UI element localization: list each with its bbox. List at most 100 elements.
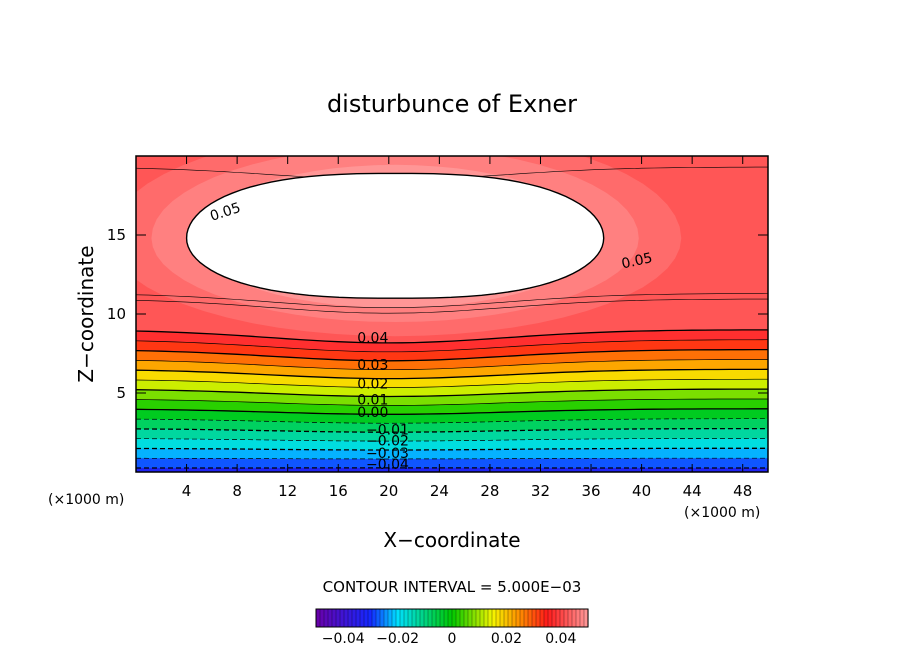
colorbar-cell xyxy=(315,608,321,628)
colorbar-tick-label: −0.04 xyxy=(322,631,365,647)
colorbar-cell xyxy=(519,608,525,628)
contour-label: 0.05 xyxy=(620,250,654,272)
x-tick-label: 4 xyxy=(182,482,192,500)
x-axis-title: X−coordinate xyxy=(383,528,520,552)
colorbar-cell xyxy=(507,608,513,628)
colorbar-cell xyxy=(383,608,389,628)
band-fill xyxy=(136,467,768,472)
contour-label: −0.01 xyxy=(366,422,409,438)
colorbar-ticks: −0.04 −0.02 0 0.02 0.04 xyxy=(322,631,577,647)
contour-line xyxy=(136,398,768,406)
colorbar-cell xyxy=(559,608,565,628)
colorbar-cell xyxy=(359,608,365,628)
colorbar-cell xyxy=(335,608,341,628)
colorbar-cell xyxy=(511,608,517,628)
x-tick-label: 20 xyxy=(379,482,398,500)
colorbar-cell xyxy=(399,608,405,628)
band-fill xyxy=(136,472,768,508)
x-tick-label: 48 xyxy=(733,482,752,500)
colorbar-cell xyxy=(331,608,337,628)
contour-line xyxy=(136,348,768,362)
colorbar-cell xyxy=(411,608,417,628)
colorbar-cell xyxy=(379,608,385,628)
colorbar-cell xyxy=(563,608,569,628)
contour-label: 0.03 xyxy=(357,358,388,374)
colorbar-cell xyxy=(459,608,465,628)
x-tick-label: 8 xyxy=(232,482,242,500)
colorbar-cell xyxy=(323,608,329,628)
y-tick-label: 10 xyxy=(107,305,126,323)
colorbar-cell xyxy=(319,608,325,628)
x-tick-label: 44 xyxy=(683,482,702,500)
x-tick-label: 12 xyxy=(278,482,297,500)
colorbar-cell xyxy=(415,608,421,628)
band-fill xyxy=(136,472,768,488)
colorbar-cell xyxy=(555,608,561,628)
colorbar-cell xyxy=(407,608,413,628)
band-fill xyxy=(136,472,768,498)
colorbar-cell xyxy=(567,608,573,628)
colorbar-cell xyxy=(343,608,349,628)
colorbar-cell xyxy=(575,608,581,628)
colorbar-cell xyxy=(531,608,537,628)
x-unit-left: (×1000 m) xyxy=(48,492,124,508)
colorbar-cell xyxy=(483,608,489,628)
colorbar-cell xyxy=(491,608,497,628)
x-tick-label: 28 xyxy=(480,482,499,500)
colorbar-cell xyxy=(403,608,409,628)
colorbar-cell xyxy=(503,608,509,628)
y-tick-label: 15 xyxy=(107,226,126,244)
colorbar-cell xyxy=(455,608,461,628)
colorbar-cell xyxy=(527,608,533,628)
colorbar-cell xyxy=(495,608,501,628)
colorbar-tick-label: 0 xyxy=(448,631,457,647)
contour-line xyxy=(136,339,768,353)
contour-label: 0.01 xyxy=(357,392,388,408)
colorbar-cell xyxy=(515,608,521,628)
colorbar-cell xyxy=(367,608,373,628)
colorbar-cell xyxy=(347,608,353,628)
contour-label: 0.02 xyxy=(357,377,388,393)
max-region xyxy=(185,172,605,299)
contour-line xyxy=(136,418,768,424)
colorbar-cell xyxy=(443,608,449,628)
x-tick-label: 36 xyxy=(581,482,600,500)
colorbar-cell xyxy=(487,608,493,628)
colorbar-cell xyxy=(463,608,469,628)
contour-line xyxy=(136,438,768,442)
x-tick-label: 24 xyxy=(430,482,449,500)
contour-line xyxy=(136,408,768,415)
x-ticks: 4 8 12 16 20 24 28 32 36 40 44 48 xyxy=(182,156,752,500)
colorbar-cell xyxy=(543,608,549,628)
colorbar-cell xyxy=(375,608,381,628)
colorbar-cell xyxy=(499,608,505,628)
colorbar-cell xyxy=(479,608,485,628)
contour-label: 0.04 xyxy=(357,331,388,347)
colorbar-cell xyxy=(339,608,345,628)
colorbar-cell xyxy=(451,608,457,628)
contour-line xyxy=(136,298,768,314)
colorbar-cell xyxy=(363,608,369,628)
contour-line xyxy=(136,495,768,498)
colorbar-cell xyxy=(539,608,545,628)
chart-title: disturbunce of Exner xyxy=(327,90,577,118)
colorbar-tick-label: −0.02 xyxy=(376,631,419,647)
contour-label: −0.02 xyxy=(366,433,409,449)
contour-line xyxy=(136,457,768,460)
contour-labels: 0.050.050.040.030.020.010.00−0.01−0.02−0… xyxy=(208,200,654,473)
colorbar-cell xyxy=(535,608,541,628)
colorbar-cell xyxy=(391,608,397,628)
colorbar-cell xyxy=(395,608,401,628)
contour-line xyxy=(136,486,768,488)
contour-line xyxy=(136,329,768,344)
colorbar-cell xyxy=(439,608,445,628)
colorbar-tick-label: 0.04 xyxy=(545,631,576,647)
contour-lines xyxy=(136,166,768,498)
colorbar-cell xyxy=(475,608,481,628)
colorbar-cell xyxy=(551,608,557,628)
colorbar-cell xyxy=(467,608,473,628)
colorbar-frame xyxy=(315,608,589,628)
colorbar-cell xyxy=(427,608,433,628)
colorbar-cell xyxy=(431,608,437,628)
